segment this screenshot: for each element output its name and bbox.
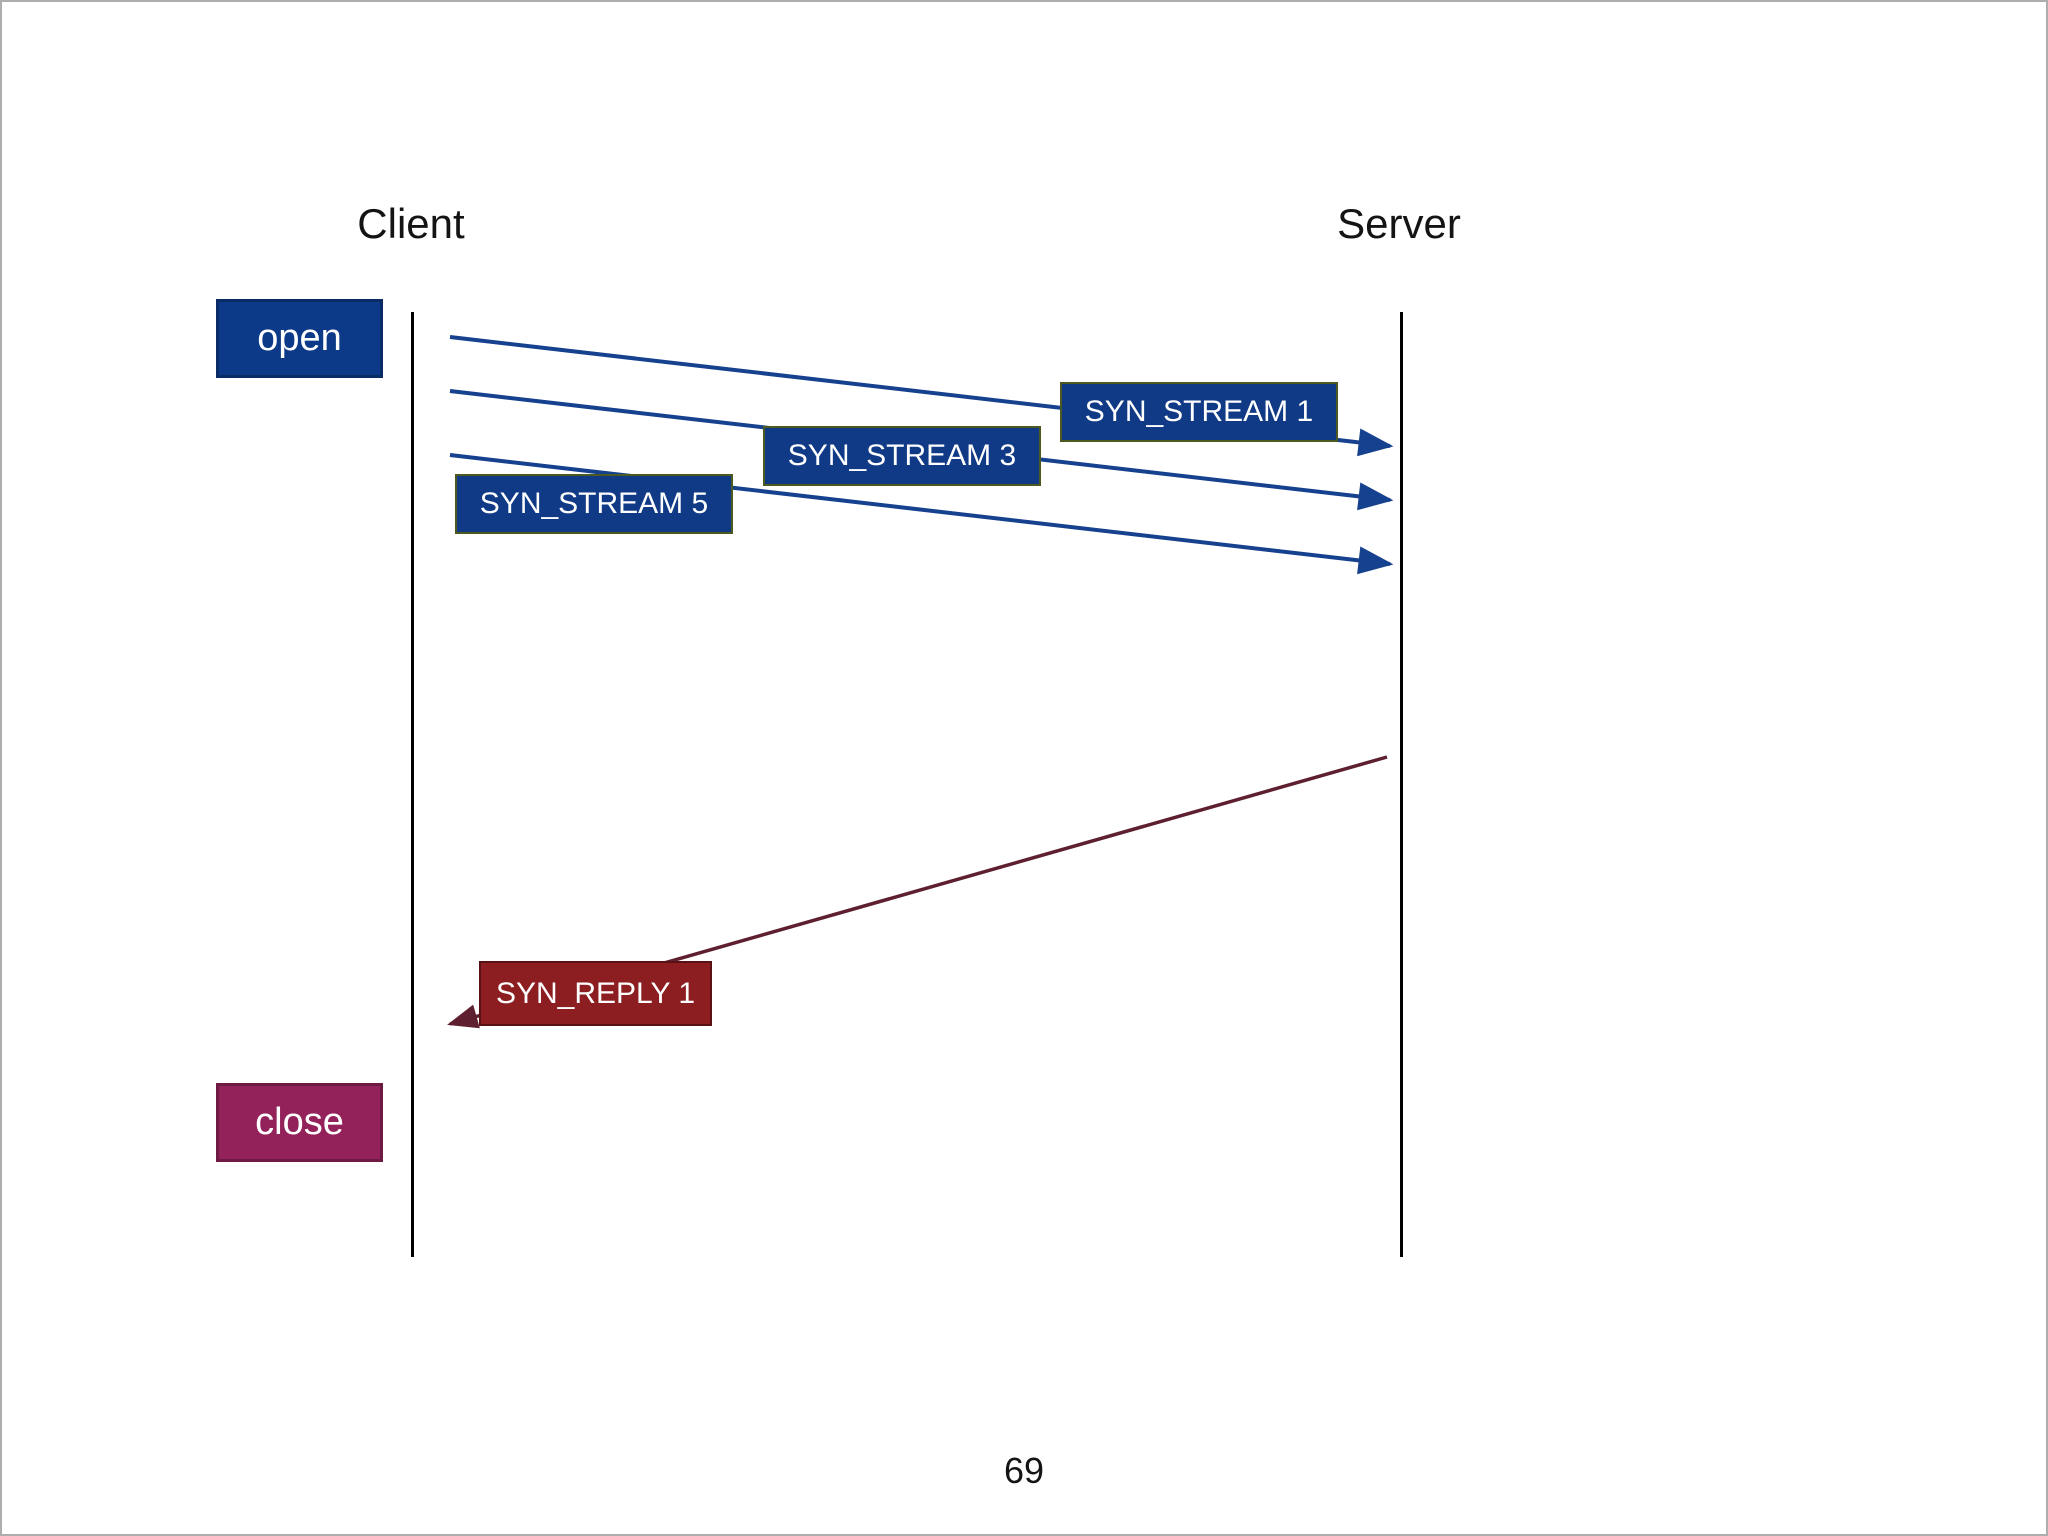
close-state-box: close [216, 1083, 383, 1162]
syn-stream-5-arrow [449, 453, 1394, 575]
server-lifeline [1400, 312, 1403, 1257]
client-lifeline [411, 312, 414, 1257]
syn-stream-5-label: SYN_STREAM 5 [455, 474, 733, 534]
page-number: 69 [1003, 1450, 1045, 1491]
server-label: Server [1337, 200, 1461, 247]
syn-stream-3-label: SYN_STREAM 3 [763, 426, 1041, 486]
syn-reply-1-label: SYN_REPLY 1 [479, 961, 712, 1026]
open-state-box: open [216, 299, 383, 378]
syn-stream-1-label: SYN_STREAM 1 [1060, 382, 1338, 442]
client-label: Client [357, 200, 465, 247]
